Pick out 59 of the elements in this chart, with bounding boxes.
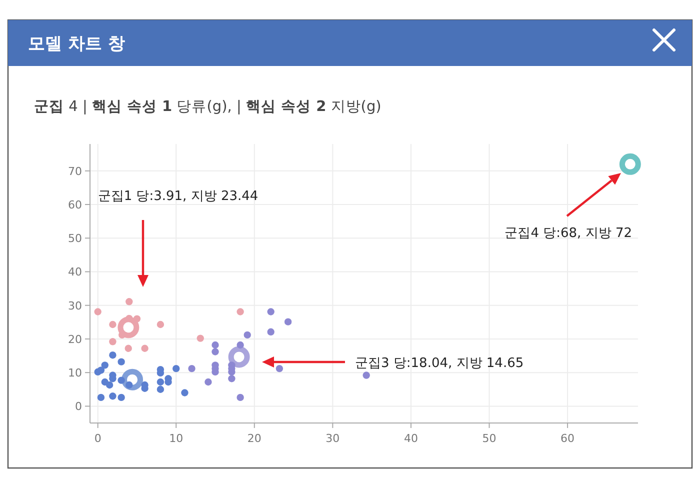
x-tick-label: 10 (169, 432, 184, 445)
point (181, 389, 188, 396)
point (212, 341, 219, 349)
point (196, 334, 204, 342)
annotation: 군집4 당:68, 지방 72 (504, 226, 632, 241)
point (228, 346, 250, 368)
point (156, 320, 164, 328)
point (156, 378, 164, 386)
point (109, 338, 116, 346)
point (118, 358, 125, 366)
y-tick-label: 70 (68, 164, 82, 178)
point (267, 308, 274, 316)
x-tick-label: 20 (247, 432, 262, 445)
chart-title: 모델 차트 창 (28, 34, 125, 54)
point (126, 298, 133, 306)
y-tick-label: 30 (68, 299, 82, 312)
point (276, 364, 284, 372)
y-tick-label: 60 (68, 198, 82, 212)
point (188, 364, 196, 372)
point (204, 378, 212, 386)
point (284, 318, 292, 326)
point (228, 375, 236, 382)
point (236, 394, 244, 402)
point (101, 362, 108, 369)
point (124, 344, 132, 352)
y-tick-label: 10 (68, 366, 82, 380)
x-tick-label: 0 (94, 432, 102, 445)
point (619, 153, 641, 175)
point (118, 376, 125, 384)
y-tick-label: 40 (68, 266, 82, 279)
point (267, 328, 274, 336)
y-tick-label: 50 (68, 232, 82, 246)
point (362, 372, 370, 379)
point (212, 348, 219, 356)
point (118, 394, 125, 402)
point (106, 381, 114, 389)
point (109, 392, 116, 400)
point (236, 308, 244, 316)
point (133, 315, 141, 322)
annotation: 군집1 당:3.91, 지방 23.44 (98, 189, 258, 204)
chart-subtitle: 군집 4 | 핵심 속성 1 당류(g), | 핵심 속성 2 지방(g) (34, 99, 382, 115)
point (156, 386, 164, 393)
x-tick-label: 30 (326, 432, 340, 445)
point (126, 381, 133, 389)
y-tick-label: 0 (75, 400, 82, 414)
point (244, 331, 251, 339)
point (97, 366, 105, 374)
x-tick-label: 50 (482, 432, 496, 445)
point (94, 308, 102, 316)
y-tick-label: 20 (68, 332, 82, 346)
point (236, 341, 244, 349)
x-tick-label: 40 (404, 432, 418, 445)
point (141, 344, 148, 352)
point (109, 352, 116, 359)
point (97, 394, 105, 402)
annotation: 군집3 당:18.04, 지방 14.65 (355, 356, 524, 371)
point (172, 364, 180, 372)
x-tick-label: 60 (560, 432, 575, 445)
point (109, 320, 116, 328)
